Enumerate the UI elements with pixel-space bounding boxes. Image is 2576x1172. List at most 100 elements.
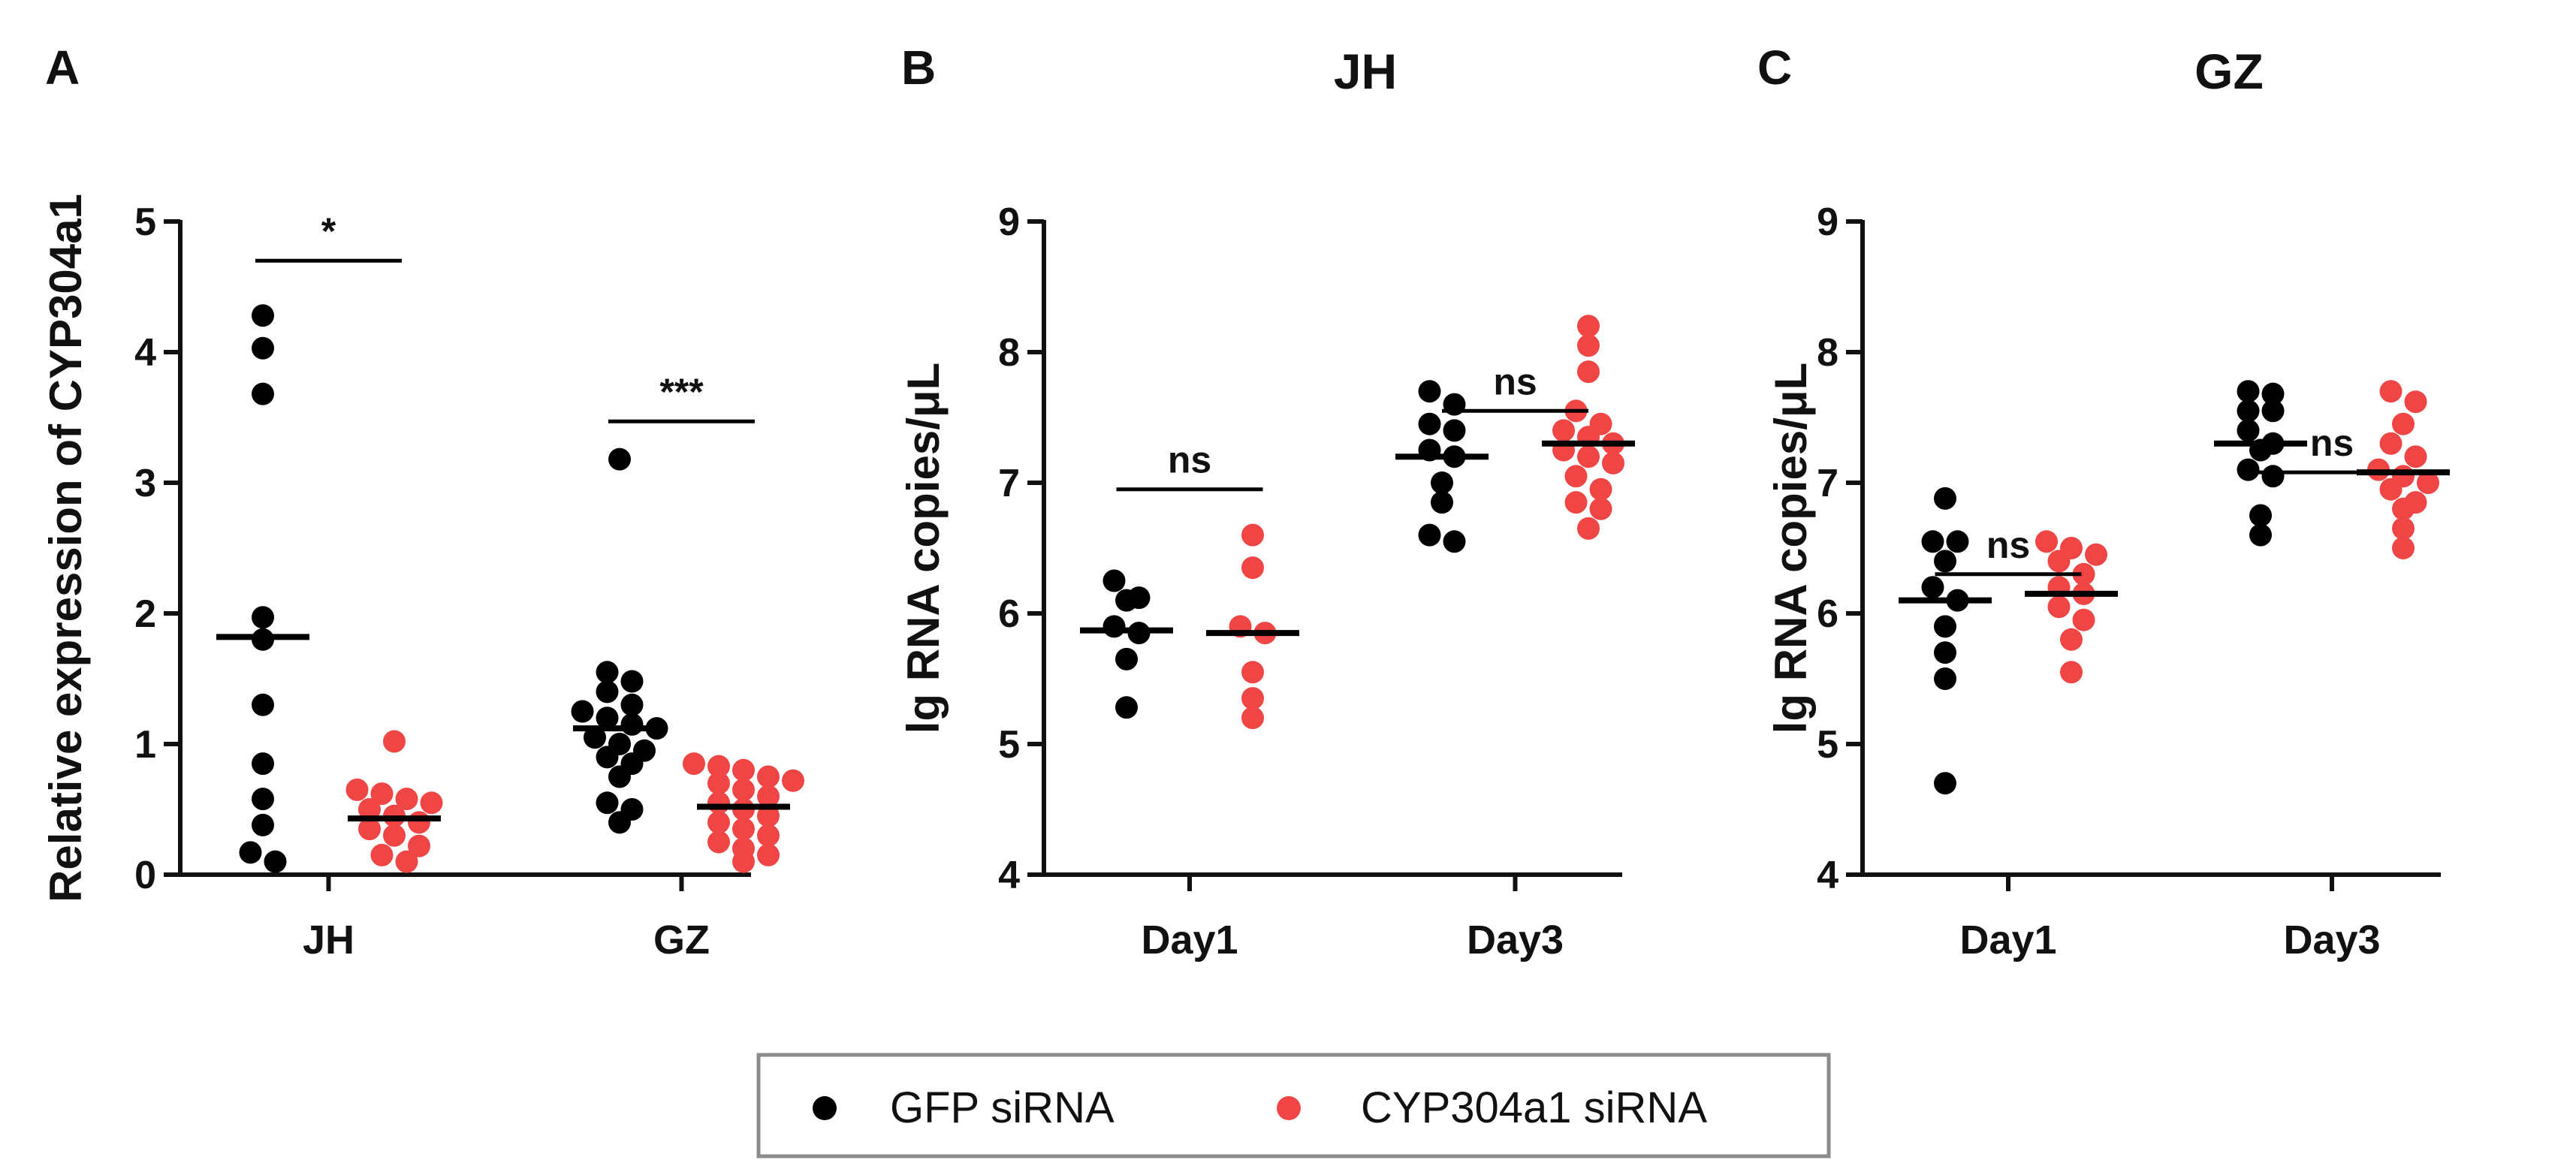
data-point	[608, 811, 631, 834]
data-point	[596, 661, 619, 684]
data-point	[370, 782, 394, 806]
panel-b-chart: JH lg RNA copies/μL 4 5 6 7 8 9 Day1 Day3 ns ns	[898, 44, 1635, 963]
data-point	[2261, 399, 2285, 423]
data-point	[1241, 523, 1264, 547]
legend: GFP siRNA CYP304a1 siRNA	[756, 1053, 1831, 1158]
data-point	[1564, 465, 1588, 488]
data-point	[608, 765, 631, 788]
data-point	[1241, 687, 1264, 710]
y-tick-label: 2	[134, 592, 156, 636]
y-axis-label: lg RNA copies/μL	[898, 363, 949, 734]
y-tick-label: 9	[1817, 200, 1838, 244]
data-point	[1418, 380, 1441, 403]
data-point	[1577, 315, 1600, 338]
data-point	[782, 769, 804, 792]
data-point	[2072, 562, 2095, 586]
data-point	[2404, 445, 2427, 468]
data-point	[2060, 628, 2083, 651]
data-point	[252, 813, 274, 836]
data-point	[1589, 478, 1612, 501]
significance-label: *	[321, 210, 336, 252]
x-tick-label: Day3	[2283, 917, 2380, 963]
data-point	[1552, 419, 1575, 442]
data-point	[1431, 491, 1453, 514]
data-point	[2047, 595, 2071, 619]
data-point	[707, 755, 730, 778]
data-point	[2249, 523, 2272, 547]
y-tick-label: 4	[998, 854, 1020, 897]
data-point	[2379, 432, 2403, 455]
data-point	[1934, 667, 1956, 690]
data-point	[370, 843, 394, 866]
data-point	[732, 850, 755, 873]
data-point	[1589, 497, 1612, 520]
data-point	[345, 778, 369, 801]
legend-cyp-marker	[1277, 1096, 1301, 1120]
data-point	[2237, 458, 2260, 481]
panel-letter-a: A	[45, 41, 80, 95]
data-point	[2237, 380, 2260, 403]
data-point	[358, 818, 381, 841]
y-axis-label: Relative expression of CYP304a1	[41, 194, 91, 902]
data-point	[732, 818, 755, 841]
y-tick-label: 8	[1817, 331, 1838, 375]
data-point	[1102, 569, 1126, 592]
x-tick-label: Day3	[1467, 917, 1564, 963]
data-point	[1418, 523, 1441, 547]
data-point	[1115, 696, 1138, 719]
data-point	[732, 778, 755, 801]
y-tick-label: 5	[1817, 723, 1838, 767]
data-point	[1934, 641, 1956, 664]
data-point	[1934, 550, 1956, 573]
y-tick-label: 9	[998, 200, 1020, 244]
y-tick-label: 3	[134, 462, 156, 505]
data-point	[596, 746, 619, 769]
data-point	[1934, 772, 1956, 795]
data-point	[252, 606, 274, 629]
y-tick-label: 1	[134, 723, 156, 767]
y-tick-label: 6	[998, 592, 1020, 636]
data-point	[2261, 382, 2285, 405]
data-point	[2392, 412, 2415, 435]
y-tick-label: 7	[998, 462, 1020, 505]
data-point	[395, 788, 418, 811]
data-point	[2237, 419, 2260, 442]
data-point	[608, 447, 631, 471]
data-point	[1115, 647, 1138, 670]
data-point	[2392, 537, 2415, 559]
data-point	[2035, 530, 2058, 553]
data-point	[383, 730, 406, 753]
data-point	[358, 798, 381, 821]
data-point	[252, 788, 274, 811]
significance-label: ***	[659, 371, 704, 413]
data-point	[620, 693, 644, 716]
data-point	[1577, 334, 1600, 357]
panel-a-chart: Relative expression of CYP304a1 0 1 2 3 4 5 JH G…	[41, 194, 804, 963]
data-point	[383, 824, 406, 847]
x-tick-label: Day1	[1959, 917, 2056, 963]
significance-label: ns	[1168, 439, 1211, 481]
data-point	[1443, 419, 1466, 442]
data-point	[1115, 589, 1138, 612]
data-point	[395, 850, 418, 873]
data-point	[596, 707, 619, 730]
data-point	[1577, 445, 1600, 468]
legend-cyp-label: CYP304a1 siRNA	[1361, 1083, 1707, 1132]
data-point	[707, 791, 730, 815]
data-point	[571, 700, 594, 723]
significance-label: ns	[1493, 360, 1537, 402]
data-point	[1564, 491, 1588, 514]
panel-title: GZ	[2194, 44, 2264, 99]
data-point	[1241, 707, 1264, 730]
data-point	[408, 811, 430, 834]
panel-letter-c: C	[1757, 41, 1792, 95]
y-tick-label: 5	[134, 200, 156, 244]
data-point	[2379, 478, 2403, 501]
data-point	[2060, 661, 2083, 684]
data-point	[707, 811, 730, 834]
data-point	[1921, 576, 1944, 599]
data-point	[683, 752, 705, 776]
panel-letter-b: B	[901, 41, 936, 95]
data-point	[1602, 451, 1624, 475]
